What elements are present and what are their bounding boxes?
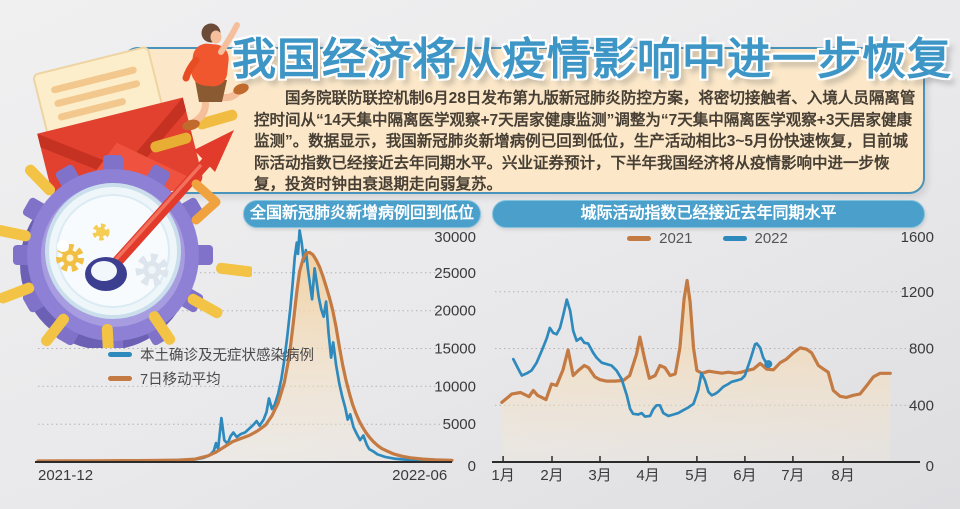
x-tick-label: 5月 <box>685 467 708 484</box>
legend-chip-orange <box>108 376 132 381</box>
legend-item-7day-average: 7日移动平均 <box>108 368 314 389</box>
legend-item-2021: 2021 <box>627 230 693 247</box>
tiny-gear-yellow <box>92 223 110 241</box>
intro-panel <box>122 47 925 194</box>
x-tick-label: 2022-06 <box>392 467 447 484</box>
y-tick-label: 30000 <box>434 229 476 246</box>
y-tick-label: 25000 <box>434 265 476 282</box>
y-tick-label: 1200 <box>901 284 934 301</box>
y-tick-label: 0 <box>468 458 476 475</box>
right-chart-legend: 2021 2022 <box>495 230 920 247</box>
y-tick-label: 5000 <box>443 416 476 433</box>
small-gear-gray <box>135 253 169 287</box>
legend-label: 本土确诊及无症状感染病例 <box>140 348 314 364</box>
arrow-shaft <box>102 150 218 278</box>
intro-paragraph: 国务院联防联控机制6月28日发布第九版新冠肺炎防控方案，将密切接触者、入境人员隔… <box>254 90 916 193</box>
legend-item-2022: 2022 <box>722 230 788 247</box>
golden-step <box>150 132 192 153</box>
legend-label: 7日移动平均 <box>140 372 221 388</box>
y-tick-label: 400 <box>909 397 934 414</box>
decorative-illustration <box>0 22 252 348</box>
golden-rays <box>0 164 252 348</box>
legend-chip-blue <box>108 352 132 357</box>
y-tick-label: 20000 <box>434 303 476 320</box>
area-fill <box>38 252 452 462</box>
x-tick-label: 4月 <box>636 467 659 484</box>
y-tick-label: 15000 <box>434 341 476 358</box>
y-tick-label: 1600 <box>901 229 934 246</box>
x-tick-label: 2021-12 <box>38 467 93 484</box>
left-chart-legend: 本土确诊及无症状感染病例 7日移动平均 <box>108 344 314 392</box>
series-line-7日移动平均 <box>36 250 454 463</box>
x-tick-label: 2月 <box>540 467 563 484</box>
chart-intercity-index: 1月 2月 3月 4月 5月 6月 7月 8月 0 400 800 1200 1600 <box>491 229 934 484</box>
x-tick-label: 3月 <box>588 467 611 484</box>
x-tick-label: 8月 <box>831 467 854 484</box>
x-tick-label: 7月 <box>781 467 804 484</box>
series-line-2021 <box>500 278 892 404</box>
chart-covid-cases: 2021-12 2022-06 0 5000 10000 15000 20000 25000 3… <box>35 229 476 484</box>
runner-illustration <box>150 22 249 153</box>
legend-label: 2022 <box>754 230 788 247</box>
y-tick-label: 800 <box>909 341 934 358</box>
legend-chip-orange <box>627 236 652 241</box>
series-line-2022 <box>511 298 770 418</box>
golden-step <box>196 109 238 130</box>
small-gear-yellow <box>56 244 84 272</box>
gear-clock-illustration <box>0 130 252 348</box>
series-end-dot <box>764 360 773 369</box>
right-chart-title-badge: 城际活动指数已经接近去年同期水平 <box>492 200 925 228</box>
x-tick-label: 6月 <box>733 467 756 484</box>
y-tick-label: 0 <box>926 458 934 475</box>
series-line-本土确诊及无症状感染病例 <box>36 229 454 463</box>
left-chart-title-badge: 全国新冠肺炎新增病例回到低位 <box>243 200 481 228</box>
legend-chip-blue <box>722 236 747 241</box>
y-tick-label: 10000 <box>434 378 476 395</box>
arrow-head <box>194 130 234 172</box>
orange-chevron <box>191 179 221 225</box>
legend-item-daily-cases: 本土确诊及无症状感染病例 <box>108 344 314 365</box>
legend-label: 2021 <box>659 230 693 247</box>
page-title: 我国经济将从疫情影响中进一步恢复 <box>232 35 952 84</box>
x-tick-label: 1月 <box>491 467 514 484</box>
